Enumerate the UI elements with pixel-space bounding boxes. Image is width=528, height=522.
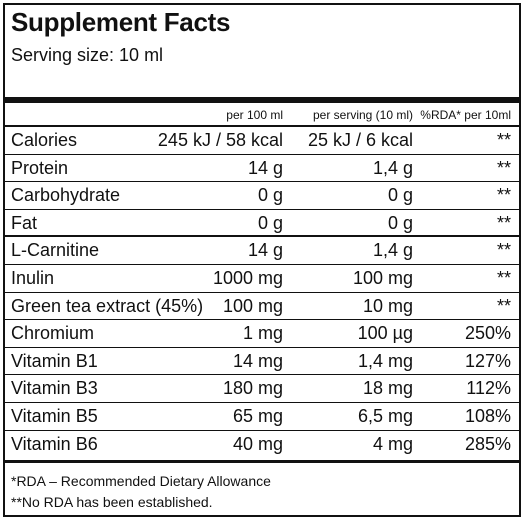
amount-per-100ml: 100 mg xyxy=(222,295,283,316)
amount-per-100ml: 1 mg xyxy=(242,323,283,344)
footer-divider xyxy=(5,460,519,463)
amount-per-100ml: 0 g xyxy=(257,212,283,233)
nutrient-name: Green tea extract (45%) xyxy=(11,295,204,316)
footnote-rda: *RDA – Recommended Dietary Allowance xyxy=(11,473,271,489)
amount-per-100ml: 180 mg xyxy=(222,378,283,399)
amount-per-serving: 1,4 g xyxy=(372,240,413,261)
nutrient-name: Vitamin B6 xyxy=(11,433,98,454)
column-header-rda: %RDA* per 10ml xyxy=(420,108,511,122)
nutrient-name: Vitamin B3 xyxy=(11,378,98,399)
column-header-per-serving: per serving (10 ml) xyxy=(312,108,413,122)
amount-per-serving: 100 µg xyxy=(357,323,413,344)
rda-value: 108% xyxy=(464,405,511,426)
rda-value: ** xyxy=(496,185,511,206)
header-divider xyxy=(5,125,519,127)
table-row: Fat 0 g 0 g ** xyxy=(5,210,519,238)
amount-per-100ml: 14 g xyxy=(247,240,283,261)
amount-per-serving: 6,5 mg xyxy=(357,405,413,426)
table-row: L-Carnitine 14 g 1,4 g ** xyxy=(5,237,519,265)
amount-per-serving: 0 g xyxy=(387,212,413,233)
nutrient-table: Calories 245 kJ / 58 kcal 25 kJ / 6 kcal… xyxy=(5,127,519,458)
amount-per-100ml: 14 g xyxy=(247,157,283,178)
amount-per-100ml: 65 mg xyxy=(232,405,283,426)
rda-value: ** xyxy=(496,130,511,150)
rda-value: ** xyxy=(496,157,511,178)
amount-per-serving: 25 kJ / 6 kcal xyxy=(307,130,413,150)
amount-per-serving: 18 mg xyxy=(362,378,413,399)
thick-divider xyxy=(5,97,519,103)
amount-per-serving: 0 g xyxy=(387,185,413,206)
amount-per-100ml: 40 mg xyxy=(232,433,283,454)
nutrient-name: Vitamin B5 xyxy=(11,405,98,426)
amount-per-serving: 1,4 g xyxy=(372,157,413,178)
nutrient-name: Fat xyxy=(11,212,38,233)
rda-value: ** xyxy=(496,212,511,233)
table-row: Vitamin B3 180 mg 18 mg 112% xyxy=(5,375,519,403)
nutrient-name: Calories xyxy=(11,130,78,150)
table-row: Vitamin B5 65 mg 6,5 mg 108% xyxy=(5,403,519,431)
nutrient-name: Carbohydrate xyxy=(11,185,121,206)
nutrient-name: Protein xyxy=(11,157,69,178)
rda-value: ** xyxy=(496,267,511,288)
supplement-facts-label: Supplement Facts Serving size: 10 ml per… xyxy=(3,3,521,517)
table-row: Vitamin B1 14 mg 1,4 mg 127% xyxy=(5,348,519,376)
amount-per-serving: 4 mg xyxy=(372,433,413,454)
table-row: Protein 14 g 1,4 g ** xyxy=(5,155,519,183)
amount-per-100ml: 14 mg xyxy=(232,350,283,371)
amount-per-serving: 1,4 mg xyxy=(357,350,413,371)
rda-value: 127% xyxy=(464,350,511,371)
amount-per-serving: 100 mg xyxy=(352,267,413,288)
amount-per-100ml: 1000 mg xyxy=(212,267,283,288)
rda-value: 112% xyxy=(466,378,511,399)
footnote-no-rda: **No RDA has been established. xyxy=(11,494,213,510)
table-row: Green tea extract (45%) 100 mg 10 mg ** xyxy=(5,293,519,321)
column-header-per-100ml: per 100 ml xyxy=(226,108,283,122)
label-title: Supplement Facts xyxy=(11,7,231,37)
nutrient-name: L-Carnitine xyxy=(11,240,100,261)
amount-per-100ml: 0 g xyxy=(257,185,283,206)
table-row: Calories 245 kJ / 58 kcal 25 kJ / 6 kcal… xyxy=(5,127,519,155)
nutrient-name: Vitamin B1 xyxy=(11,350,98,371)
nutrient-name: Inulin xyxy=(11,267,55,288)
table-row: Carbohydrate 0 g 0 g ** xyxy=(5,182,519,210)
column-header-row: per 100 ml per serving (10 ml) %RDA* per… xyxy=(5,103,519,125)
table-row: Vitamin B6 40 mg 4 mg 285% xyxy=(5,431,519,459)
amount-per-100ml: 245 kJ / 58 kcal xyxy=(157,130,283,150)
serving-size: Serving size: 10 ml xyxy=(11,45,164,65)
rda-value: 250% xyxy=(464,323,511,344)
nutrient-name: Chromium xyxy=(11,323,95,344)
rda-value: ** xyxy=(496,240,511,261)
table-row: Inulin 1000 mg 100 mg ** xyxy=(5,265,519,293)
rda-value: ** xyxy=(496,295,511,316)
table-row: Chromium 1 mg 100 µg 250% xyxy=(5,320,519,348)
rda-value: 285% xyxy=(464,433,511,454)
amount-per-serving: 10 mg xyxy=(362,295,413,316)
